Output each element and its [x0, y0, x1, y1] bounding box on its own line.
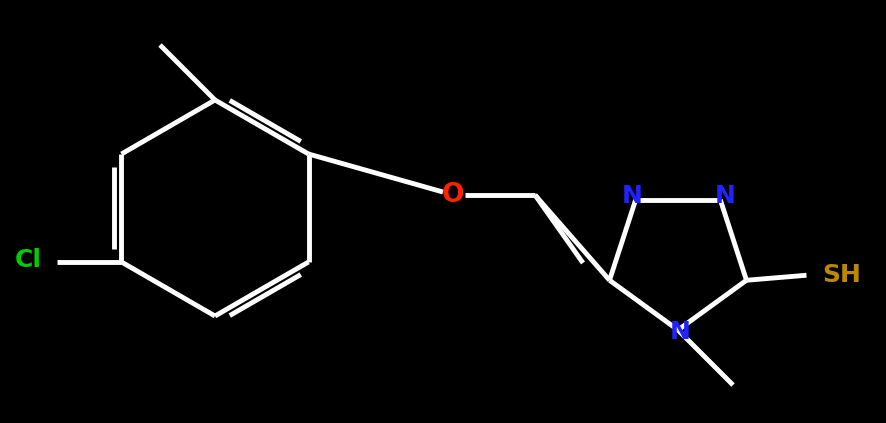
Text: O: O: [441, 182, 463, 208]
Text: N: N: [669, 320, 689, 344]
Text: N: N: [714, 184, 734, 208]
Text: SH: SH: [821, 263, 860, 287]
Text: Cl: Cl: [14, 248, 42, 272]
Text: N: N: [622, 184, 642, 208]
